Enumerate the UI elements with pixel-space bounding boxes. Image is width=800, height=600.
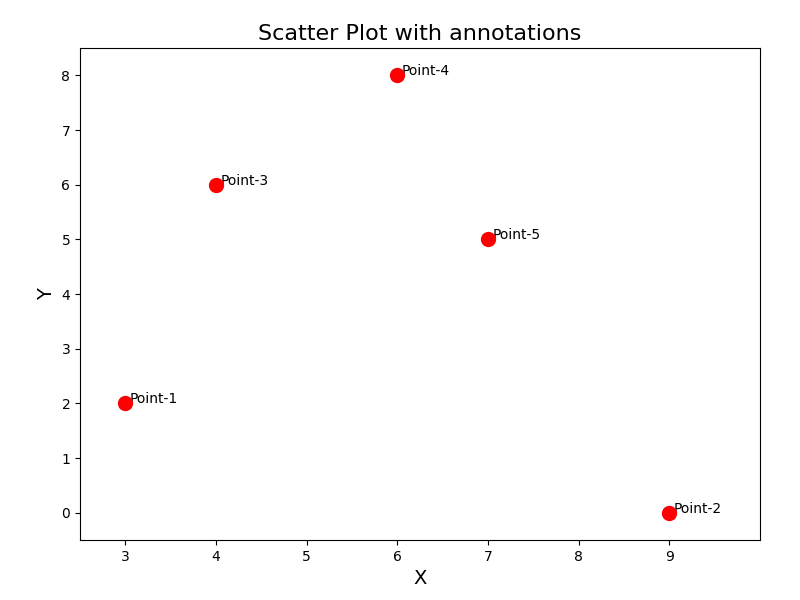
Point xyxy=(210,180,222,190)
Point xyxy=(482,235,494,244)
Point xyxy=(663,508,676,517)
Text: Point-4: Point-4 xyxy=(402,64,450,79)
Y-axis label: Y: Y xyxy=(37,288,56,300)
Title: Scatter Plot with annotations: Scatter Plot with annotations xyxy=(258,23,582,44)
Text: Point-1: Point-1 xyxy=(130,392,178,406)
X-axis label: X: X xyxy=(414,569,426,588)
Text: Point-3: Point-3 xyxy=(221,173,269,188)
Point xyxy=(119,398,132,408)
Text: Point-2: Point-2 xyxy=(674,502,722,515)
Text: Point-5: Point-5 xyxy=(493,229,541,242)
Point xyxy=(391,71,404,80)
